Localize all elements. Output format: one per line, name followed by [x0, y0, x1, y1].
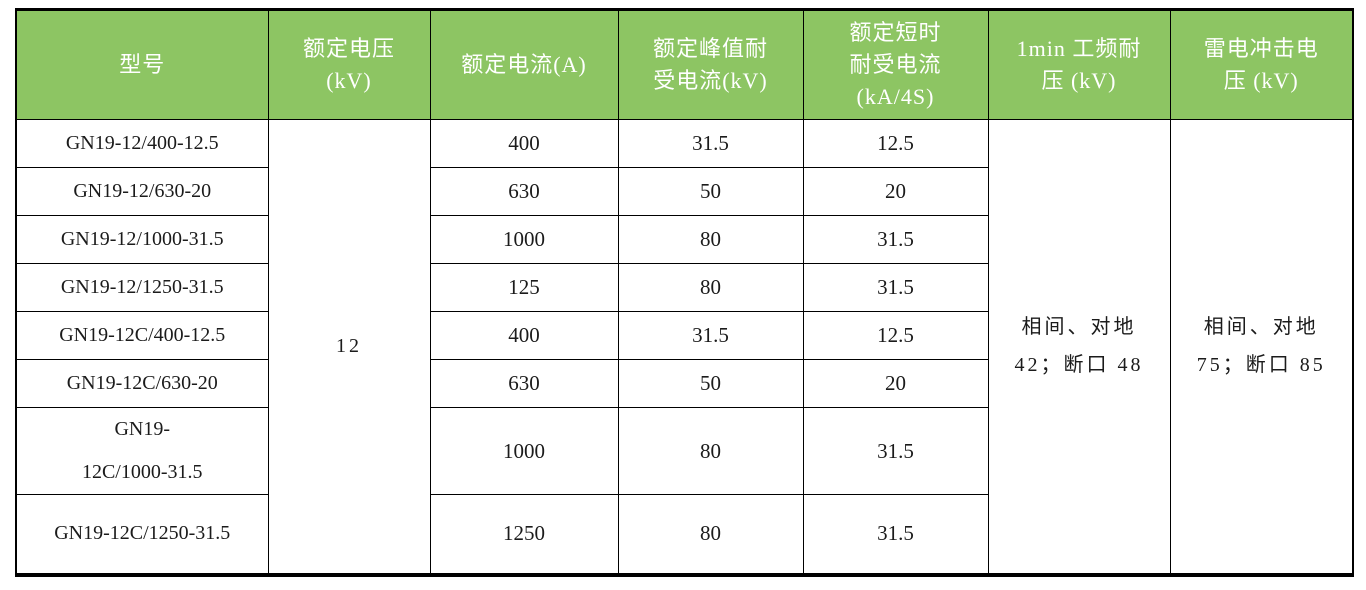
- table-row: GN19-12/630-20 630 50 20: [15, 167, 1353, 216]
- cell-short-time-current: 20: [802, 167, 989, 216]
- cell-short-time-current: 31.5: [802, 407, 989, 495]
- table-row: GN19-12C/630-20 630 50 20: [15, 359, 1353, 408]
- cell-peak-current: 80: [617, 263, 804, 312]
- cell-rated-current: 400: [429, 311, 619, 360]
- header-rated-current: 额定电流(A): [429, 9, 619, 120]
- table-row: GN19-12/400-12.5 12 400 31.5 12.5 相间、对地 …: [15, 119, 1354, 575]
- cell-rated-voltage: 12: [267, 119, 431, 575]
- cell-peak-current: 80: [617, 215, 804, 264]
- cell-rated-current: 630: [429, 359, 619, 408]
- header-model: 型号: [15, 9, 269, 120]
- header-short-time-withstand-current: 额定短时 耐受电流 (kA/4S): [802, 9, 989, 120]
- cell-rated-current: 1250: [429, 494, 619, 575]
- cell-short-time-current: 20: [802, 359, 989, 408]
- header-rated-voltage: 额定电压 (kV): [267, 9, 431, 120]
- cell-short-time-current: 12.5: [802, 311, 989, 360]
- header-power-frequency-withstand-voltage: 1min 工频耐 压 (kV): [987, 9, 1171, 120]
- cell-model: GN19-12C/630-20: [15, 359, 269, 408]
- table-row: GN19-12C/1250-31.5 1250 80 31.5: [15, 494, 1353, 575]
- cell-rated-current: 1000: [429, 215, 619, 264]
- table-row: GN19- 12C/1000-31.5 1000 80 31.5: [15, 407, 1353, 495]
- cell-peak-current: 31.5: [617, 311, 804, 360]
- cell-model: GN19-12/400-12.5: [15, 119, 269, 168]
- cell-rated-current: 630: [429, 167, 619, 216]
- cell-peak-current: 31.5: [617, 119, 804, 168]
- header-row: 型号 额定电压 (kV) 额定电流(A) 额定峰值耐 受电流(kV) 额定短时 …: [15, 9, 1354, 120]
- cell-rated-current: 125: [429, 263, 619, 312]
- cell-model: GN19-12C/400-12.5: [15, 311, 269, 360]
- table-row: GN19-12/1250-31.5 125 80 31.5: [15, 263, 1353, 312]
- cell-model: GN19- 12C/1000-31.5: [15, 407, 269, 495]
- table-row: GN19-12C/400-12.5 400 31.5 12.5: [15, 311, 1353, 360]
- cell-peak-current: 50: [617, 167, 804, 216]
- cell-rated-current: 1000: [429, 407, 619, 495]
- cell-short-time-current: 31.5: [802, 215, 989, 264]
- cell-peak-current: 80: [617, 494, 804, 575]
- cell-model: GN19-12/630-20: [15, 167, 269, 216]
- header-peak-withstand-current: 额定峰值耐 受电流(kV): [617, 9, 804, 120]
- cell-lightning-impulse: 相间、对地 75；断口 85: [1169, 119, 1354, 575]
- cell-power-frequency-withstand: 相间、对地 42；断口 48: [987, 119, 1171, 575]
- cell-short-time-current: 31.5: [802, 494, 989, 575]
- cell-peak-current: 50: [617, 359, 804, 408]
- cell-peak-current: 80: [617, 407, 804, 495]
- cell-short-time-current: 12.5: [802, 119, 989, 168]
- header-lightning-impulse-voltage: 雷电冲击电 压 (kV): [1169, 9, 1354, 120]
- cell-model: GN19-12/1250-31.5: [15, 263, 269, 312]
- cell-model: GN19-12/1000-31.5: [15, 215, 269, 264]
- cell-rated-current: 400: [429, 119, 619, 168]
- spec-table: 型号 额定电压 (kV) 额定电流(A) 额定峰值耐 受电流(kV) 额定短时 …: [15, 8, 1354, 577]
- cell-model: GN19-12C/1250-31.5: [15, 494, 269, 575]
- cell-short-time-current: 31.5: [802, 263, 989, 312]
- table-row: GN19-12/1000-31.5 1000 80 31.5: [15, 215, 1353, 264]
